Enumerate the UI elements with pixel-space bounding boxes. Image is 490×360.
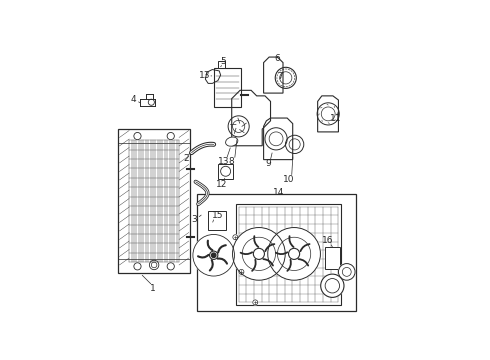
Text: 13: 13 [218,157,229,166]
Circle shape [320,274,344,297]
Bar [236,204,341,305]
Circle shape [193,234,235,276]
Bar [197,194,356,311]
Text: 5: 5 [220,57,226,66]
Bar [208,211,226,230]
Text: 16: 16 [321,237,333,246]
Circle shape [134,263,141,270]
Bar [218,164,233,179]
Text: 2: 2 [183,154,189,163]
Circle shape [233,235,238,240]
Text: 12: 12 [216,180,227,189]
Text: 10: 10 [283,175,294,184]
Text: 3: 3 [192,215,197,224]
Text: 8: 8 [229,157,235,166]
Circle shape [239,269,244,274]
Circle shape [210,251,218,260]
Text: 7: 7 [277,72,283,81]
Circle shape [253,300,258,305]
Circle shape [268,228,320,280]
Ellipse shape [225,137,238,146]
Circle shape [289,248,300,260]
Text: 1: 1 [150,284,156,293]
Circle shape [212,253,216,257]
Bar [214,68,242,107]
Bar [218,61,225,68]
Text: 11: 11 [330,113,342,122]
Circle shape [233,228,285,280]
Bar [324,247,340,269]
Text: 13: 13 [199,71,210,80]
Circle shape [167,132,174,140]
Circle shape [167,263,174,270]
Text: 9: 9 [266,159,271,168]
Circle shape [253,248,265,260]
Circle shape [277,237,311,270]
Circle shape [339,264,355,280]
Circle shape [242,237,275,270]
Bar [118,129,190,273]
Text: 14: 14 [273,188,285,197]
Circle shape [134,132,141,140]
Text: 15: 15 [212,211,223,220]
Text: 4: 4 [131,95,137,104]
Text: 6: 6 [274,54,280,63]
